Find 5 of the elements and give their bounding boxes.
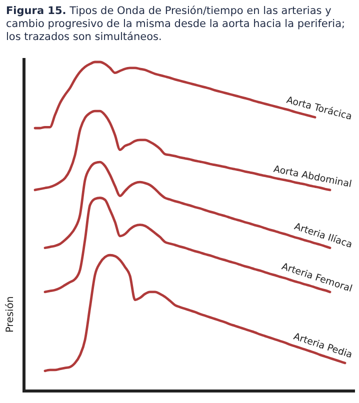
- text: Aorta Abdominal: [272, 164, 353, 190]
- text: Arteria Ilíaca: [292, 221, 354, 251]
- chart-title: Figura 15. Tipos de Onda de Presión/tiempo en las arterias y cambio progresivo de la misma desde la aorta hacia la periferia; los trazados son simultáneos.: [6, 5, 346, 43]
- text: Arteria Pedia: [292, 331, 354, 361]
- y-axis-title: Presión: [5, 296, 16, 333]
